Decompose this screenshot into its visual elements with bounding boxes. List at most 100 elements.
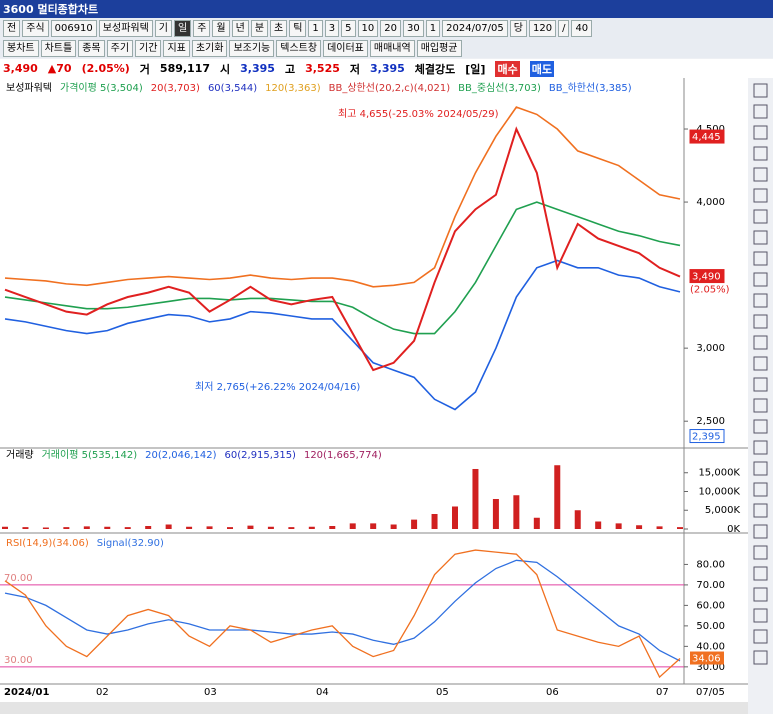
toolbar-item[interactable]: 3: [324, 19, 340, 37]
toolbar-item[interactable]: 30: [403, 19, 424, 37]
y-tick-label: 4,000: [696, 197, 725, 208]
scrollbar[interactable]: [0, 702, 748, 714]
tool-icon[interactable]: [753, 272, 768, 287]
toolbar-item[interactable]: 주: [193, 19, 211, 37]
tool-icon[interactable]: [753, 230, 768, 245]
tool-icon[interactable]: [753, 188, 768, 203]
tool-icon[interactable]: [753, 377, 768, 392]
toolbar-item[interactable]: 텍스트창: [276, 39, 322, 57]
volume-bar: [349, 523, 356, 529]
volume-bar: [636, 525, 643, 529]
volume-bar: [42, 527, 49, 529]
toolbar-item[interactable]: 년: [231, 19, 249, 37]
toolbar-item[interactable]: 일: [174, 19, 192, 37]
toolbar-item[interactable]: 기간: [135, 39, 162, 57]
toolbar-item: 3,395: [240, 62, 275, 75]
y-tick-label: 50.00: [696, 621, 725, 632]
tool-icon[interactable]: [753, 314, 768, 329]
tool-icon[interactable]: [753, 545, 768, 560]
toolbar-item[interactable]: 보조기능: [229, 39, 275, 57]
legend-entry: 보성파워텍: [6, 81, 52, 94]
toolbar-item[interactable]: 1: [308, 19, 323, 37]
volume-bar: [411, 519, 418, 529]
toolbar-item[interactable]: 지표: [163, 39, 190, 57]
tool-icon[interactable]: [753, 461, 768, 476]
toolbar-item[interactable]: 기: [154, 19, 172, 37]
tool-icon[interactable]: [753, 566, 768, 581]
toolbar-item[interactable]: 10: [357, 19, 379, 37]
toolbar-item[interactable]: 매입평균: [416, 39, 462, 57]
tool-icon[interactable]: [753, 293, 768, 308]
toolbar-item[interactable]: 분: [250, 19, 269, 37]
toolbar-item[interactable]: 006910: [50, 19, 97, 37]
volume-bar: [677, 527, 683, 529]
tool-icon[interactable]: [753, 209, 768, 224]
volume-bar: [22, 527, 29, 529]
tool-icon[interactable]: [753, 104, 768, 119]
tool-icon[interactable]: [753, 503, 768, 518]
tool-icon[interactable]: [753, 83, 768, 98]
volume-bar: [206, 526, 213, 529]
price-tag-label: 4,445: [692, 132, 721, 143]
x-tick-label: 02: [96, 687, 109, 698]
volume-bar: [2, 526, 8, 529]
tool-icon[interactable]: [753, 524, 768, 539]
chart-area: 2,500 3,000 4,000 4,500 보성파워텍 가격이평 5(3,504) 20…: [0, 78, 773, 714]
toolbar-item[interactable]: /: [558, 19, 570, 37]
tool-icon[interactable]: [753, 419, 768, 434]
price-tag: [689, 429, 725, 444]
toolbar-item[interactable]: 초기화: [191, 39, 228, 57]
toolbar-item[interactable]: 봉차트: [3, 39, 39, 57]
toolbar-item[interactable]: 주식: [22, 19, 49, 37]
toolbar-item[interactable]: 당: [509, 19, 527, 37]
tool-icon[interactable]: [753, 587, 768, 602]
toolbar-item[interactable]: 초: [270, 19, 288, 37]
toolbar-item[interactable]: 전: [3, 19, 21, 37]
toolbar-item[interactable]: 월: [212, 19, 230, 37]
tool-icon[interactable]: [753, 608, 768, 623]
tool-icon[interactable]: [753, 650, 768, 665]
legend-entry: 60(2,915,315): [225, 450, 297, 461]
tool-icon[interactable]: [753, 629, 768, 644]
y-tick-label: 0K: [727, 524, 740, 535]
volume-bar: [472, 468, 479, 529]
volume-bar: [63, 527, 70, 529]
toolbar-item[interactable]: 2024/07/05: [442, 19, 508, 37]
tool-icon[interactable]: [753, 440, 768, 455]
volume-bar: [390, 524, 397, 529]
toolbar-item[interactable]: 매매내역: [369, 39, 415, 57]
toolbar-item: ▲70: [47, 62, 72, 75]
y-tick-label: 10,000K: [698, 486, 740, 497]
toolbar-item[interactable]: 20: [380, 19, 402, 37]
toolbar-item[interactable]: 5: [341, 19, 356, 37]
series-line: [4, 126, 681, 372]
tool-icon[interactable]: [753, 125, 768, 140]
change-tag: (2.05%): [690, 285, 730, 296]
y-tick-label: 4,500: [696, 124, 725, 135]
tool-icon[interactable]: [753, 146, 768, 161]
legend-entry: 60(3,544): [208, 83, 257, 94]
legend-entry: 20(3,703): [151, 83, 200, 94]
window-title: 3600 멀티종합차트: [3, 3, 99, 16]
tool-icon[interactable]: [753, 356, 768, 371]
tool-icon[interactable]: [753, 251, 768, 266]
toolbar-item[interactable]: 데이터표: [323, 39, 368, 57]
tool-icon[interactable]: [753, 167, 768, 182]
toolbar-item[interactable]: 주기: [106, 39, 134, 57]
toolbar-item[interactable]: 1: [425, 19, 441, 37]
volume-bar: [554, 465, 561, 529]
toolbar-item[interactable]: 40: [571, 19, 593, 37]
volume-bar: [329, 525, 336, 529]
title-bar: 3600 멀티종합차트: [0, 0, 773, 18]
tool-icon[interactable]: [753, 335, 768, 350]
toolbar-item[interactable]: 틱: [289, 19, 307, 37]
toolbar-item[interactable]: 종목: [78, 39, 105, 57]
toolbar-item[interactable]: 보성파워텍: [98, 19, 153, 37]
tool-icon[interactable]: [753, 398, 768, 413]
series-line: [4, 549, 681, 679]
tool-icon[interactable]: [753, 482, 768, 497]
y-tick-label: 40.00: [696, 641, 725, 652]
toolbar-item[interactable]: 차트틀: [40, 39, 77, 57]
toolbar-item[interactable]: 120: [528, 19, 557, 37]
